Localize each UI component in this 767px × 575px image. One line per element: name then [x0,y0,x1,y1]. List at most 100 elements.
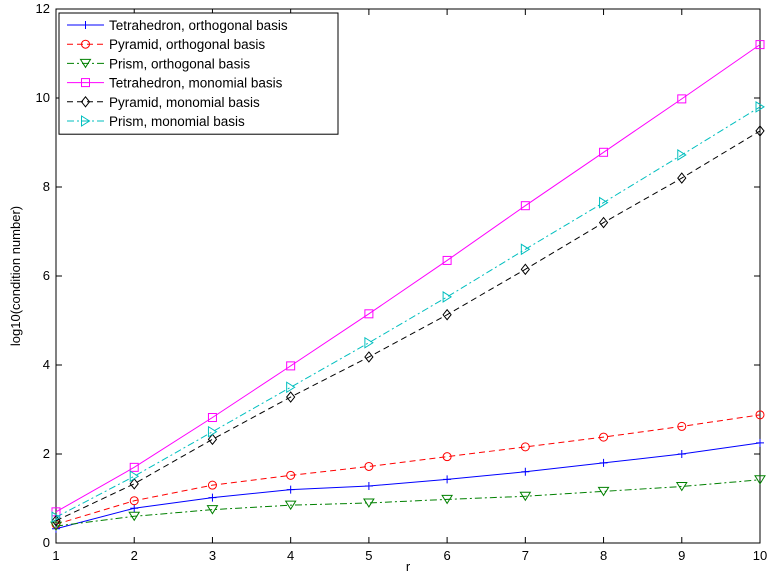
y-tick-label: 4 [43,357,50,372]
legend-marker [80,95,91,108]
data-point [128,511,141,522]
data-point [599,458,608,467]
series-line [55,130,761,522]
legend-marker [79,58,92,69]
data-point [520,201,530,211]
series-line [55,106,761,518]
y-tick-label: 2 [43,446,50,461]
data-point [51,511,61,524]
legend-label: Prism, monomial basis [109,114,245,129]
x-tick-label: 8 [600,548,607,563]
data-point [207,480,217,490]
y-tick-label: 0 [43,535,50,550]
data-point [129,478,139,490]
series-line [55,414,761,525]
legend-marker [81,78,90,88]
legend-label: Prism, orthogonal basis [109,56,250,71]
data-point [599,196,609,209]
data-point [129,462,139,472]
x-axis-label: r [406,559,411,574]
series-5 [51,125,765,527]
legend-item: Prism, orthogonal basis [67,56,250,71]
data-point [520,442,530,452]
x-tick-label: 1 [52,548,59,563]
data-point [754,475,766,485]
data-point [756,438,764,447]
x-tick-label: 7 [522,548,529,563]
data-point [755,100,765,113]
data-point [442,452,452,462]
x-tick-label: 5 [365,548,372,563]
x-tick-label: 9 [678,548,685,563]
legend-label: Pyramid, monomial basis [109,95,260,110]
legend: Tetrahedron, orthogonal basis Pyramid, or… [58,12,339,135]
legend-item: Tetrahedron, orthogonal basis [67,18,288,33]
legend-label: Tetrahedron, orthogonal basis [109,18,288,33]
data-point [129,496,139,506]
x-tick-label: 10 [753,548,767,563]
legend-marker [81,21,90,29]
legend-marker [81,39,90,49]
data-point [208,493,217,502]
y-tick-label: 12 [36,1,50,16]
data-point [286,391,296,403]
data-point [755,410,765,420]
legend-item: Pyramid, monomial basis [67,95,260,110]
x-tick-label: 4 [287,548,294,563]
data-point [599,432,609,442]
data-point [597,486,610,497]
y-tick-label: 6 [43,268,50,283]
data-point [677,94,687,104]
data-point [364,351,374,363]
data-point [286,470,296,480]
legend-label: Tetrahedron, monomial basis [109,76,283,91]
data-point [443,475,452,484]
data-point [519,491,532,502]
legend-item: Prism, monomial basis [67,114,245,129]
data-point [677,421,687,431]
data-point [598,216,609,229]
data-point [520,263,530,276]
data-point [286,381,296,394]
series-line [55,442,761,530]
data-point [129,470,140,483]
y-tick-label: 8 [43,179,50,194]
data-point [206,505,219,515]
x-tick-label: 6 [443,548,450,563]
data-point [364,461,374,471]
data-point [364,309,374,319]
data-point [520,243,531,256]
data-point [286,361,296,371]
legend-marker [81,115,91,127]
data-point [521,467,530,476]
data-point [284,500,297,511]
legend-label: Pyramid, orthogonal basis [109,37,265,52]
y-axis-ticks: 0 2 4 6 8 10 12 [36,1,760,550]
x-tick-label: 3 [209,548,216,563]
x-tick-label: 2 [131,548,138,563]
data-point [677,149,687,161]
data-point [362,498,375,508]
series-4 [51,40,765,517]
data-point [677,172,687,184]
data-point [442,308,452,321]
data-point [364,482,373,491]
data-point [677,450,686,458]
x-axis-ticks: 1 2 3 4 5 6 7 8 9 10 [52,9,767,563]
data-point [364,336,374,349]
legend-item: Pyramid, orthogonal basis [67,37,265,52]
legend-item: Tetrahedron, monomial basis [67,76,283,91]
series-3 [50,475,766,532]
y-tick-label: 10 [36,90,50,105]
data-point [599,147,609,157]
series-line [55,44,761,513]
legend-box [58,12,339,135]
y-axis-label: log10(condition number) [8,206,23,346]
data-point [207,413,217,423]
data-point [286,485,295,494]
data-point [207,425,218,438]
data-point [755,125,765,137]
series-line [55,479,761,527]
data-point [442,291,453,303]
